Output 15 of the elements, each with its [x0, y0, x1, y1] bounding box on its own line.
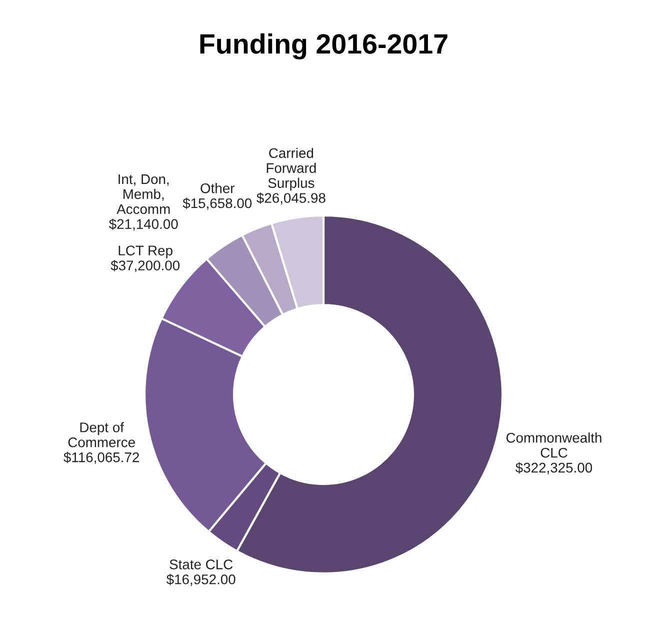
data-label: $21,140.00: [108, 218, 178, 231]
chart-title: Funding 2016-2017: [200, 33, 448, 60]
slice-label: Int, Don, Memb, Accomm: [116, 174, 170, 214]
data-label: $15,658.00: [182, 198, 252, 210]
slice-label: Commonwealth CLC: [506, 432, 602, 458]
data-label: $116,065.72: [64, 452, 139, 464]
slice-label: Dept of Commerce: [68, 422, 135, 448]
slice-label: State CLC: [170, 560, 233, 570]
slice-label: Carried Forward Surplus: [266, 148, 316, 191]
data-label: $37,200.00: [110, 260, 180, 272]
slice-label: Other: [200, 183, 234, 194]
data-label: $26,045.98: [256, 192, 326, 205]
data-label: $16,952.00: [166, 574, 236, 586]
slice-label: LCT Rep: [118, 246, 172, 258]
data-label: $322,325.00: [516, 462, 592, 474]
